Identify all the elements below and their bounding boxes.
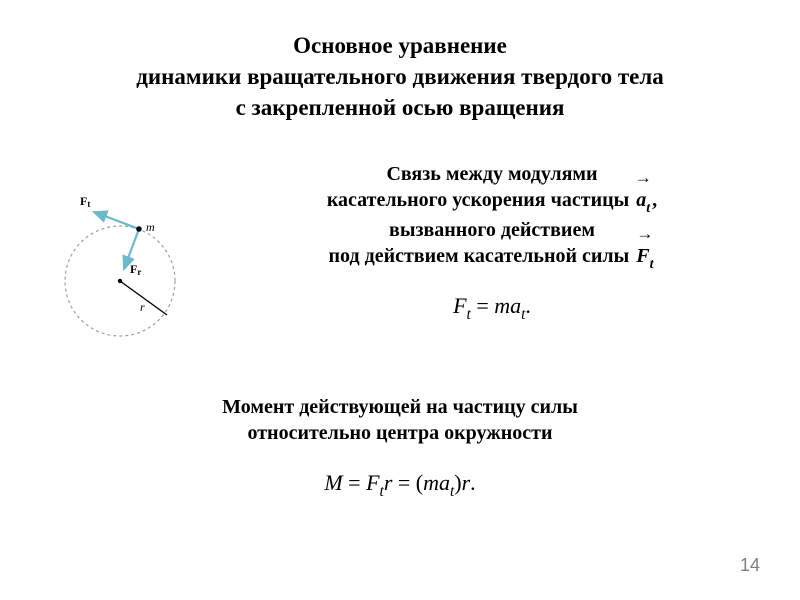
eq2-m: m [423,470,439,495]
symbol-a-sub: t [646,201,650,216]
label-m: m [146,220,155,234]
center-dot [118,279,122,283]
moment-text: Момент действующей на частицу силы относ… [0,394,800,446]
symbol-F-vec: →Ft [634,243,655,273]
relation-line-3: вызванного действием [224,217,760,243]
particle-dot [136,226,142,232]
eq2-close: ) [454,470,461,495]
title-line-2: динамики вращательного движения твердого… [0,61,800,92]
relation-line-4a: под действием касательной силы [329,245,635,267]
symbol-F-sub: t [650,257,654,272]
eq2-F: F [366,470,379,495]
vector-Ft [94,212,139,229]
relation-line-2b: , [652,189,657,211]
equation-1: Ft = mat. [224,292,760,324]
eq2-eq: = [343,470,366,495]
circle-diagram: Ft Fr m r [40,191,200,356]
moment-line-2: относительно центра окружности [0,420,800,446]
equation-2: M = Ftr = (mat)r. [0,470,800,500]
eq1-asub: t [521,306,525,323]
eq2-a: a [439,470,450,495]
diagram-svg: Ft Fr m r [40,191,200,351]
symbol-a: a [636,189,646,211]
eq1-Fsub: t [467,306,471,323]
relation-line-1: Связь между модулями [224,161,760,187]
symbol-a-vec: →at [634,187,652,217]
eq2-asub: t [450,483,454,500]
moment-line-1: Момент действующей на частицу силы [0,394,800,420]
content-row: Ft Fr m r Связь между модулями касательн… [0,161,800,356]
eq2-Fsub: t [380,483,384,500]
page-number: 14 [740,555,760,576]
eq1-F: F [453,293,466,318]
eq1-eq: = [471,293,494,318]
label-Fr: Fr [130,262,141,277]
relation-line-2a: касательного ускорения частицы [327,189,634,211]
relation-line-4: под действием касательной силы →Ft [224,243,760,273]
eq2-dot: . [470,470,476,495]
symbol-F: F [636,245,649,267]
relation-text: Связь между модулями касательного ускоре… [224,161,760,324]
title-line-3: с закрепленной осью вращения [0,92,800,123]
title-block: Основное уравнение динамики вращательног… [0,0,800,123]
relation-line-2: касательного ускорения частицы →at, [224,187,760,217]
eq2-r2: r [462,470,471,495]
eq1-m: m [494,293,510,318]
label-Ft: Ft [80,194,90,209]
label-r: r [140,300,145,314]
title-line-1: Основное уравнение [0,30,800,61]
eq1-dot: . [525,293,531,318]
eq2-eq2: = ( [392,470,423,495]
eq2-M: M [324,470,342,495]
eq1-a: a [510,293,521,318]
